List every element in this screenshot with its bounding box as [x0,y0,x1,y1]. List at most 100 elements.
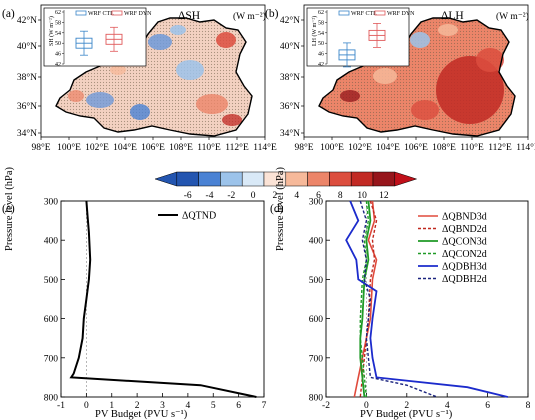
y-tick-label: 300 [44,198,59,208]
inset-tick-label: 54 [55,31,61,37]
colorbar-segment [198,171,221,187]
lon-tick-label: 100°E [57,142,81,153]
inset-legend-dyn-label-a: WRF DYN [124,11,152,17]
legend-label-1: ΔQBND3d [442,212,487,223]
lat-tick-label: 38°N [280,72,300,83]
colorbar-segment [220,171,243,187]
inset-ylabel-a: SH (W m⁻²) [48,16,55,46]
colorbar-segment [285,171,308,187]
lat-tick-label: 40°N [17,41,37,52]
plot-frame [60,200,265,398]
panel-a-unit: (W m⁻²) [233,11,266,22]
lon-tick-label: 106°E [404,142,428,153]
panel-d-ylabel: Pressure level (hPa) [275,167,286,251]
colorbar-segment [350,171,374,187]
colorbar-label: 10 [357,191,367,201]
lon-tick-label: 102°E [85,142,109,153]
colorbar-label: 2 [273,191,278,201]
inset-tick-label: 62 [55,10,61,16]
lon-tick-label: 108°E [169,142,193,153]
inset-tick-label: 50 [55,41,61,47]
lon-tick-label: 108°E [432,142,456,153]
series-line-4 [359,200,370,398]
colorbar-label: 4 [294,191,299,201]
x-tick-label: 4 [445,401,450,411]
x-tick-label: 8 [526,401,531,411]
lat-tick-label: 34°N [280,128,300,139]
colorbar: -6 -4 -2 0 2 4 6 8 10 12 [154,171,418,201]
lon-tick-label: 98°E [294,142,313,153]
x-tick-label: 1 [109,401,114,411]
colorbar-label: 6 [316,191,321,201]
colorbar-label: 0 [251,191,256,201]
lon-tick-label: 110°E [460,142,484,153]
series-line-6 [359,200,438,398]
lon-tick-label: 114°E [253,142,277,153]
legend-label-4: ΔQCON2d [442,249,487,260]
lat-tick-label: 36°N [280,101,300,112]
inset-tick-label: 54 [318,31,324,37]
panel-b-unit: (W m⁻²) [496,11,529,22]
lon-tick-label: 104°E [376,142,400,153]
y-tick-label: 800 [44,394,59,404]
x-tick-label: 6 [236,401,241,411]
colorbar-label: 8 [338,191,343,201]
inset-legend-ctl-label-b: WRF CTL [351,11,377,17]
y-tick-label: 400 [309,237,324,247]
legend-label-6: ΔQDBH2d [442,274,487,285]
inset-tick-label: 46 [55,52,61,58]
y-tick-label: 700 [309,354,324,364]
panel-b-label: (b) [265,8,279,20]
series-line-1 [353,200,378,398]
panel-b-title: ΔLH [441,10,464,22]
y-tick-label: 500 [309,276,324,286]
inset-legend-ctl-a [75,10,87,16]
colorbar-segment [154,171,178,187]
x-tick-label: 4 [186,401,191,411]
inset-tick-label: 58 [55,20,61,26]
colorbar-segment [307,171,330,187]
series-line-2 [359,200,378,398]
x-tick-label: 7 [262,401,267,411]
inset-legend-dyn-label-b: WRF DYN [387,11,415,17]
legend-label-5: ΔQDBH3d [442,262,487,273]
panel-a-label: (a) [2,8,15,20]
inset-legend-ctl-b [338,10,350,16]
inset-tick-label: 50 [318,41,324,47]
inset-legend-dyn-a [111,10,123,16]
x-tick-label: 3 [160,401,165,411]
inset-ylabel-b: LH (W m⁻²) [311,16,318,46]
lat-tick-label: 34°N [17,128,37,139]
series-line-5 [345,200,509,398]
inset-tick-label: 42 [318,62,324,68]
panel-c-label: (c) [2,203,15,215]
colorbar-label: -6 [184,191,192,201]
lat-tick-label: 42°N [280,15,300,26]
x-tick-label: 2 [135,401,140,411]
y-tick-label: 500 [44,276,59,286]
legend-label-3: ΔQCON3d [442,237,487,248]
lat-tick-label: 42°N [17,15,37,26]
line-panel-d: Pressure level (hPa) PV Budget (PVU s⁻¹)… [275,167,531,420]
colorbar-segment [241,171,265,187]
inset-tick-label: 62 [318,10,324,16]
inset-legend-dyn-b [374,10,386,16]
colorbar-segment [176,171,199,187]
colorbar-segment [372,171,396,187]
y-tick-label: 700 [44,354,59,364]
colorbar-segment [394,171,418,187]
x-tick-label: 0 [84,401,89,411]
lon-tick-label: 102°E [348,142,372,153]
colorbar-segment [329,171,352,187]
colorbar-label: -2 [227,191,235,201]
x-tick-label: 6 [485,401,490,411]
inset-tick-label: 58 [318,20,324,26]
y-tick-label: 300 [309,198,324,208]
lon-tick-label: 112°E [488,142,512,153]
inset-tick-label: 42 [55,62,61,68]
y-tick-label: 600 [309,315,324,325]
x-tick-label: 2 [404,401,409,411]
inset-box-a [43,7,147,67]
panel-c-ylabel: Pressure level (hPa) [4,167,15,251]
